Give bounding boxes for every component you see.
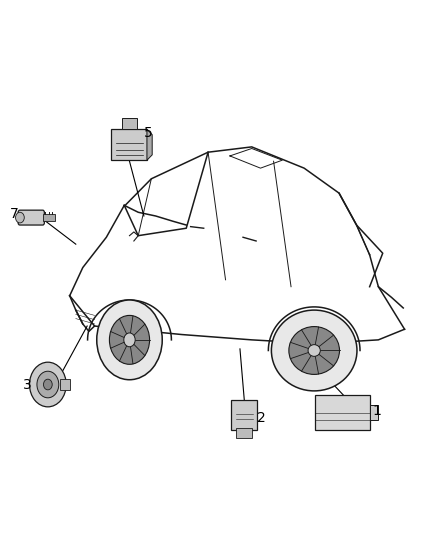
- Ellipse shape: [289, 327, 339, 374]
- Circle shape: [97, 300, 162, 379]
- Polygon shape: [147, 130, 152, 160]
- Text: 3: 3: [23, 377, 32, 392]
- Circle shape: [110, 316, 150, 365]
- Circle shape: [43, 379, 52, 390]
- Text: 1: 1: [373, 404, 381, 418]
- Circle shape: [29, 362, 66, 407]
- Circle shape: [15, 212, 24, 223]
- Ellipse shape: [308, 345, 320, 357]
- FancyBboxPatch shape: [111, 130, 147, 160]
- Text: 2: 2: [258, 411, 266, 425]
- FancyBboxPatch shape: [231, 400, 258, 430]
- Circle shape: [37, 371, 59, 398]
- Bar: [122, 118, 137, 130]
- Bar: [370, 405, 378, 420]
- Bar: [60, 379, 70, 390]
- Circle shape: [124, 333, 135, 347]
- FancyBboxPatch shape: [315, 395, 370, 430]
- FancyBboxPatch shape: [18, 210, 44, 225]
- Bar: [42, 214, 55, 221]
- Bar: [237, 428, 252, 438]
- Text: 7: 7: [10, 207, 18, 221]
- Ellipse shape: [272, 310, 357, 391]
- Text: 5: 5: [144, 126, 153, 140]
